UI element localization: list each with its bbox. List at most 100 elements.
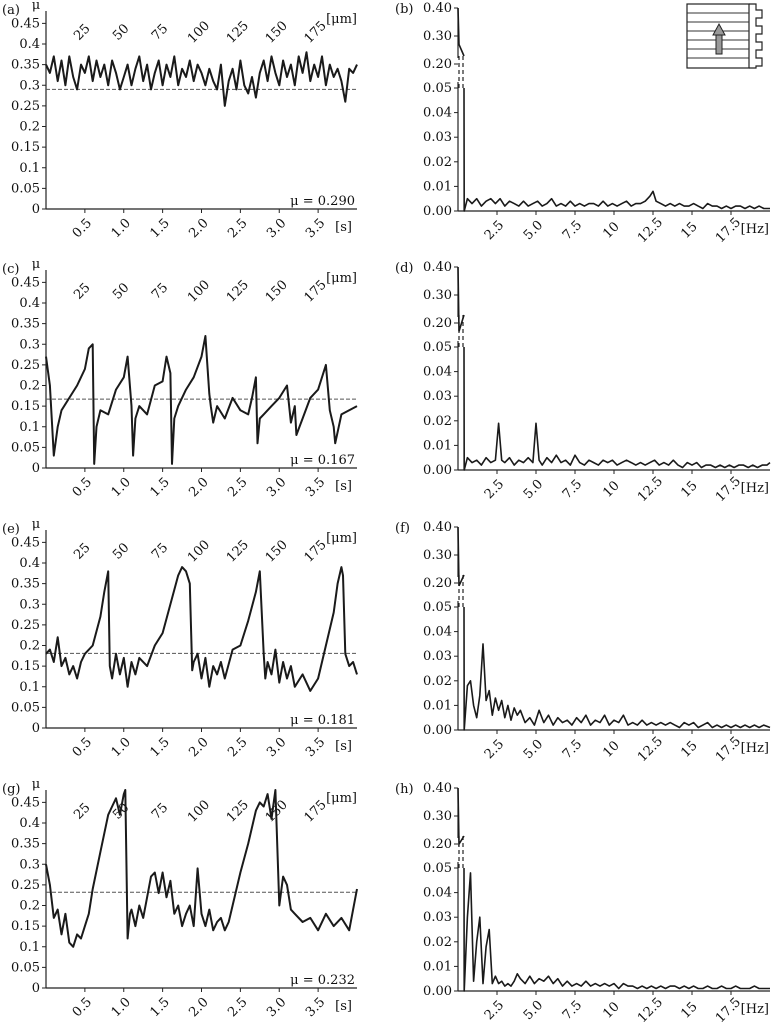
x-axis-unit-label: [s]	[335, 220, 352, 235]
y-tick-label: 0.20	[423, 57, 452, 72]
x-axis-unit-label: [Hz]	[741, 1002, 769, 1017]
y-tick-label: 0	[32, 721, 40, 736]
spectrum-peak-upper	[457, 787, 465, 847]
y-tick-label: 0.04	[423, 106, 452, 121]
top-axis-tick-label: 25	[71, 280, 93, 302]
spectrum-trace	[463, 606, 771, 731]
y-tick-label: 0.4	[19, 296, 40, 311]
y-tick-label: 0.45	[11, 535, 40, 550]
mean-value-label: μ = 0.232	[290, 973, 355, 988]
y-tick-label: 0.3	[19, 337, 40, 352]
top-axis-tick-label: 100	[185, 18, 213, 46]
y-tick-label: 0.03	[423, 130, 452, 145]
x-tick-label: 2.0	[186, 735, 211, 760]
spectrum-peak-upper	[457, 526, 465, 587]
top-axis-tick-label: 150	[263, 537, 291, 565]
x-tick-label: 1.5	[148, 475, 173, 500]
mean-value-label: μ = 0.181	[290, 713, 355, 728]
y-tick-label: 0.03	[423, 389, 452, 404]
top-axis-tick-label: 100	[185, 797, 213, 825]
top-axis-tick-label: 25	[71, 540, 93, 562]
y-tick-label: 0.2	[19, 639, 40, 654]
top-axis-tick-label: 125	[224, 537, 252, 565]
y-tick-label: 0.01	[423, 959, 452, 974]
x-tick-label: 2.0	[186, 475, 211, 500]
x-tick-label: 2.5	[482, 218, 507, 243]
y-tick-label: 0.02	[423, 414, 452, 429]
y-tick-label: 0.45	[11, 16, 40, 31]
panel-label: (c)	[2, 262, 19, 277]
y-tick-label: 0.03	[423, 910, 452, 925]
y-tick-label: 0.4	[19, 816, 40, 831]
x-tick-label: 0.5	[70, 475, 95, 500]
chart-panel: (e) μ 0 0.05 0.1 0.15 0.2 0.25 0.3 0.35 0.4 0.45 0.5…	[2, 517, 358, 760]
x-tick-label: 3.5	[303, 475, 328, 500]
friction-trace	[45, 335, 358, 465]
y-axis-label: μ	[32, 517, 40, 532]
panel-label: (h)	[395, 782, 414, 797]
x-tick-label: 15	[678, 219, 700, 241]
x-tick-label: 3.5	[303, 216, 328, 241]
top-axis-tick-label: 75	[149, 800, 171, 822]
y-tick-label: 0.02	[423, 155, 452, 170]
y-tick-label: 0.3	[19, 597, 40, 612]
y-tick-label: 0.00	[423, 463, 452, 478]
y-tick-label: 0.40	[423, 781, 452, 796]
x-tick-label: 10	[600, 738, 622, 760]
top-axis-tick-label: 150	[263, 18, 291, 46]
x-tick-label: 3.0	[264, 475, 289, 500]
y-tick-label: 0.30	[423, 548, 452, 563]
x-tick-label: 17.5	[713, 215, 744, 246]
y-tick-label: 0.00	[423, 723, 452, 738]
x-axis-unit-label: [Hz]	[741, 222, 769, 237]
y-tick-label: 0.05	[423, 600, 452, 615]
y-tick-label: 0.05	[423, 81, 452, 96]
friction-trace	[45, 51, 358, 107]
y-tick-label: 0.05	[11, 440, 40, 455]
x-tick-label: 3.5	[303, 995, 328, 1020]
y-tick-label: 0.40	[423, 260, 452, 275]
y-tick-label: 0.3	[19, 857, 40, 872]
y-tick-label: 0.1	[19, 161, 40, 176]
y-tick-label: 0.01	[423, 179, 452, 194]
x-tick-label: 15	[678, 999, 700, 1021]
chart-panel: (h) 0.20 0.30 0.40 0.00 0.01 0.02 0.03 0.04 0.05 2…	[395, 781, 770, 1024]
x-tick-label: 2.0	[186, 216, 211, 241]
y-tick-label: 0.00	[423, 984, 452, 999]
chart-panel: (g) μ 0 0.05 0.1 0.15 0.2 0.25 0.3 0.35 0.4 0.45 0.5…	[2, 777, 358, 1020]
y-tick-label: 0.4	[19, 556, 40, 571]
mean-value-label: μ = 0.167	[290, 453, 355, 468]
y-tick-label: 0.40	[423, 1, 452, 16]
x-tick-label: 5.0	[521, 218, 546, 243]
y-tick-label: 0.01	[423, 438, 452, 453]
x-tick-label: 1.5	[148, 995, 173, 1020]
y-tick-label: 0.35	[11, 317, 40, 332]
y-tick-label: 0.1	[19, 940, 40, 955]
panel-label: (b)	[395, 2, 413, 17]
y-tick-label: 0.3	[19, 78, 40, 93]
y-tick-label: 0.02	[423, 674, 452, 689]
y-tick-label: 0.04	[423, 365, 452, 380]
y-tick-label: 0.40	[423, 520, 452, 535]
x-tick-label: 1.5	[148, 216, 173, 241]
y-tick-label: 0.30	[423, 809, 452, 824]
x-tick-label: 12.5	[635, 995, 666, 1024]
x-tick-label: 1.0	[109, 995, 134, 1020]
x-tick-label: 1.0	[109, 475, 134, 500]
top-axis-tick-label: 75	[149, 280, 171, 302]
sliding-direction-icon	[686, 3, 763, 69]
y-tick-label: 0.05	[423, 340, 452, 355]
x-axis-unit-label: [Hz]	[741, 741, 769, 756]
top-axis-tick-label: 75	[149, 21, 171, 43]
x-tick-label: 10	[600, 999, 622, 1021]
x-tick-label: 3.0	[264, 216, 289, 241]
x-tick-label: 0.5	[70, 735, 95, 760]
spectrum-peak-upper	[457, 266, 465, 332]
y-tick-label: 0.15	[11, 140, 40, 155]
spectrum-trace	[463, 87, 770, 212]
y-tick-label: 0.25	[11, 99, 40, 114]
x-tick-label: 17.5	[713, 995, 744, 1024]
x-tick-label: 2.5	[225, 216, 250, 241]
x-tick-label: 2.5	[482, 998, 507, 1023]
